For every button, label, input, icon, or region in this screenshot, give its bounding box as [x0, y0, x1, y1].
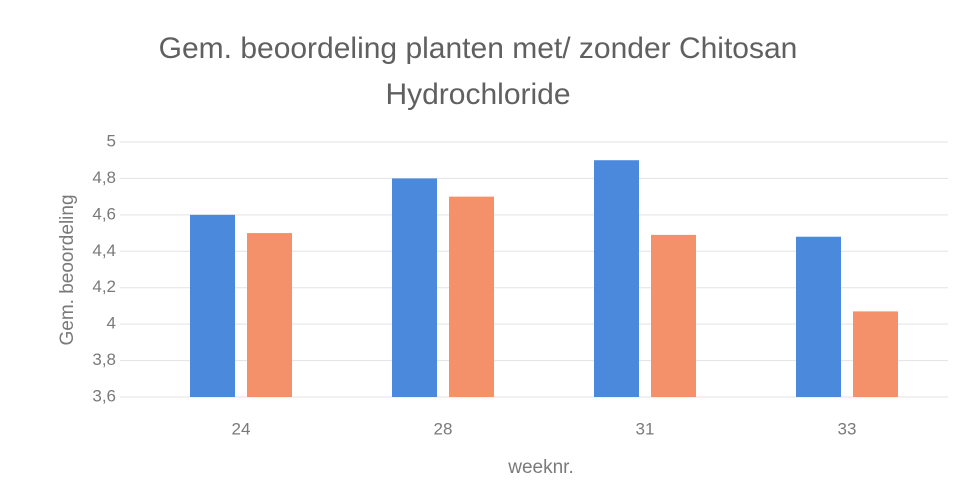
y-tick-label: 3,8	[92, 350, 116, 369]
y-tick-label: 5	[107, 131, 116, 150]
bar	[796, 236, 841, 397]
bar	[449, 196, 494, 397]
y-tick-label: 3,6	[92, 386, 116, 405]
y-tick-label: 4,8	[92, 168, 116, 187]
bar	[247, 233, 292, 397]
bar	[392, 178, 437, 397]
bar	[190, 214, 235, 397]
bar	[651, 234, 696, 397]
x-axis-label: weeknr.	[507, 457, 573, 478]
x-tick-label: 28	[434, 419, 453, 438]
x-tick-label: 31	[636, 419, 655, 438]
bar	[853, 311, 898, 397]
y-axis-label: Gem. beoordeling	[57, 194, 78, 345]
bar	[594, 160, 639, 397]
chart-title: Gem. beoordeling planten met/ zonder Chi…	[158, 32, 798, 111]
y-tick-label: 4	[107, 314, 116, 333]
y-tick-label: 4,4	[92, 241, 116, 260]
y-tick-label: 4,2	[92, 277, 116, 296]
x-tick-label: 33	[838, 419, 857, 438]
x-tick-label: 24	[232, 419, 251, 438]
y-tick-label: 4,6	[92, 204, 116, 223]
